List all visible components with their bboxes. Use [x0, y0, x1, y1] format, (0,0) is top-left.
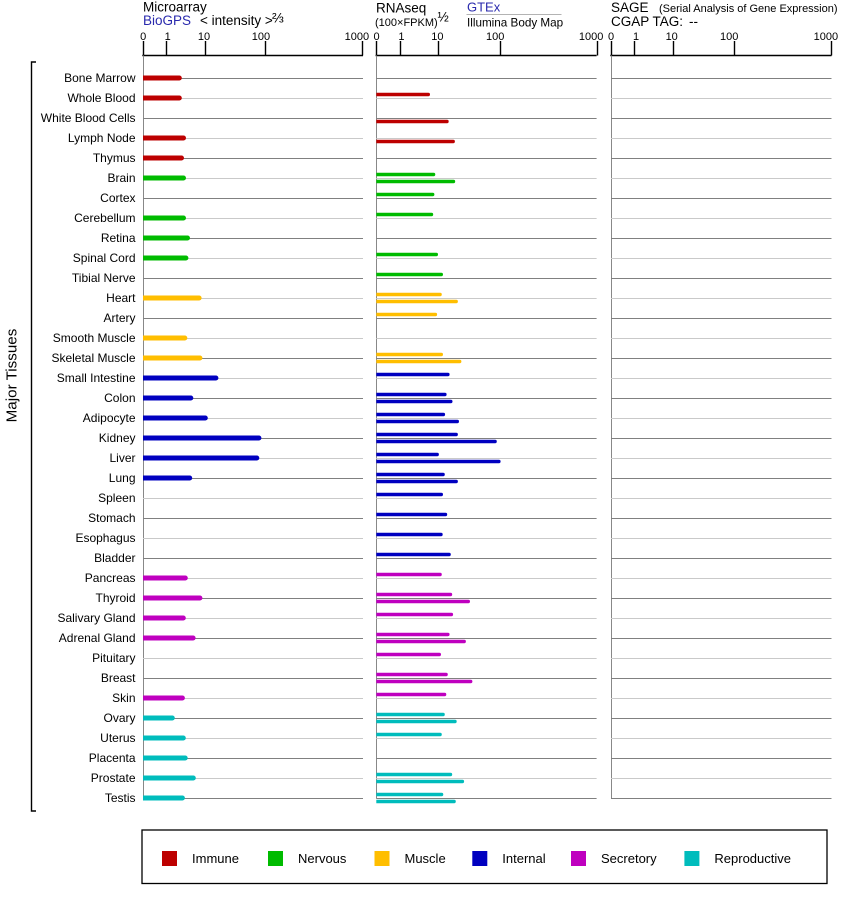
svg-text:1: 1 [398, 31, 404, 43]
svg-text:Breast: Breast [101, 671, 136, 685]
svg-text:0: 0 [608, 31, 614, 43]
svg-text:Whole Blood: Whole Blood [67, 91, 135, 105]
svg-text:CGAP TAG:: CGAP TAG: [611, 14, 683, 29]
svg-text:1000: 1000 [345, 31, 369, 43]
svg-text:White Blood Cells: White Blood Cells [41, 111, 136, 125]
svg-text:(Serial Analysis of Gene Expre: (Serial Analysis of Gene Expression) [659, 3, 838, 15]
svg-text:Internal: Internal [502, 851, 545, 866]
svg-text:SAGE: SAGE [611, 0, 649, 15]
svg-text:BioGPS: BioGPS [143, 13, 191, 28]
svg-text:1: 1 [633, 31, 639, 43]
svg-text:Immune: Immune [192, 851, 239, 866]
svg-text:Spinal Cord: Spinal Cord [73, 251, 136, 265]
svg-text:Liver: Liver [109, 451, 135, 465]
svg-text:Placenta: Placenta [89, 751, 136, 765]
svg-text:½: ½ [438, 10, 449, 25]
svg-text:RNAseq: RNAseq [376, 1, 426, 16]
svg-text:Colon: Colon [104, 391, 135, 405]
svg-text:10: 10 [198, 31, 210, 43]
svg-text:Stomach: Stomach [88, 511, 135, 525]
svg-text:10: 10 [666, 31, 678, 43]
svg-text:Thymus: Thymus [93, 151, 136, 165]
svg-text:Lung: Lung [109, 471, 136, 485]
svg-text:Adipocyte: Adipocyte [83, 411, 136, 425]
svg-text:Skeletal Muscle: Skeletal Muscle [51, 351, 135, 365]
svg-text:Kidney: Kidney [99, 431, 136, 445]
svg-text:Tibial Nerve: Tibial Nerve [72, 271, 136, 285]
svg-text:Thyroid: Thyroid [95, 591, 135, 605]
svg-text:100: 100 [252, 31, 270, 43]
svg-text:Esophagus: Esophagus [75, 531, 135, 545]
svg-text:Spleen: Spleen [98, 491, 135, 505]
svg-text:Nervous: Nervous [298, 851, 347, 866]
svg-text:Lymph Node: Lymph Node [68, 131, 136, 145]
svg-text:Reproductive: Reproductive [714, 851, 791, 866]
svg-text:Microarray: Microarray [143, 0, 207, 15]
svg-text:Bone Marrow: Bone Marrow [64, 71, 136, 85]
svg-text:Major Tissues: Major Tissues [4, 328, 21, 422]
svg-text:Salivary Gland: Salivary Gland [57, 611, 135, 625]
svg-text:0: 0 [373, 31, 379, 43]
svg-text:Secretory: Secretory [601, 851, 657, 866]
svg-text:Skin: Skin [112, 691, 135, 705]
svg-text:0: 0 [140, 31, 146, 43]
svg-text:--: -- [689, 14, 698, 29]
svg-text:Cerebellum: Cerebellum [74, 211, 135, 225]
svg-text:Pituitary: Pituitary [92, 651, 135, 665]
svg-text:Illumina Body Map: Illumina Body Map [467, 17, 564, 30]
svg-text:Cortex: Cortex [100, 191, 135, 205]
svg-text:Artery: Artery [103, 311, 135, 325]
svg-text:Brain: Brain [107, 171, 135, 185]
svg-text:Pancreas: Pancreas [85, 571, 136, 585]
svg-text:Bladder: Bladder [94, 551, 135, 565]
svg-text:100: 100 [486, 31, 504, 43]
svg-text:Ovary: Ovary [103, 711, 135, 725]
svg-text:1000: 1000 [579, 31, 603, 43]
svg-text:1: 1 [165, 31, 171, 43]
svg-text:100: 100 [720, 31, 738, 43]
svg-text:GTEx: GTEx [467, 0, 501, 15]
svg-text:⅔: ⅔ [272, 10, 284, 26]
svg-text:Muscle: Muscle [405, 851, 446, 866]
svg-text:Smooth Muscle: Smooth Muscle [53, 331, 136, 345]
svg-text:Prostate: Prostate [91, 771, 136, 785]
svg-text:Testis: Testis [105, 791, 136, 805]
svg-text:1000: 1000 [814, 31, 838, 43]
svg-text:Small Intestine: Small Intestine [57, 371, 136, 385]
svg-text:Uterus: Uterus [100, 731, 135, 745]
svg-text:Heart: Heart [106, 291, 136, 305]
svg-text:(100×FPKM): (100×FPKM) [375, 17, 438, 29]
svg-text:< intensity >: < intensity > [200, 13, 273, 28]
svg-text:Retina: Retina [101, 231, 136, 245]
svg-text:10: 10 [431, 31, 443, 43]
svg-text:Adrenal Gland: Adrenal Gland [59, 631, 136, 645]
